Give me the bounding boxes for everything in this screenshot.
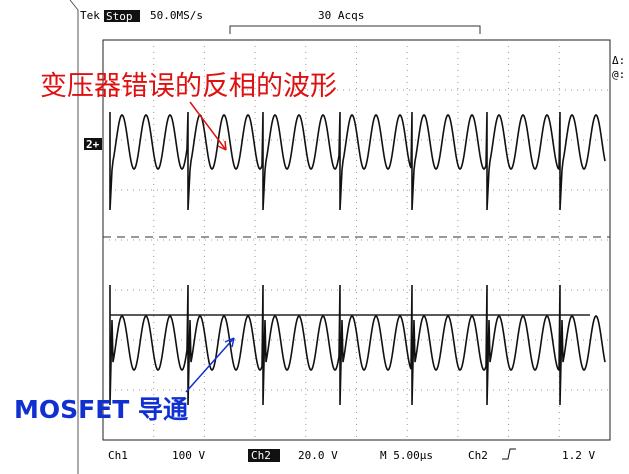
timebase: M 5.00μs — [380, 449, 433, 462]
trigger-source: Ch2 — [468, 449, 488, 462]
brand: Tek — [80, 9, 100, 22]
readout-at: @: — [612, 68, 625, 81]
ch2-label: Ch2 — [251, 449, 271, 462]
acquisitions: 30 Acqs — [318, 9, 364, 22]
status: Stop — [106, 10, 133, 23]
trigger-level: 1.2 V — [562, 449, 595, 462]
readout-delta: Δ: — [612, 54, 625, 67]
annotation-bottom: MOSFET 导通 — [14, 395, 188, 424]
ch1-scale: 100 V — [172, 449, 205, 462]
annotation-top: 变压器错误的反相的波形 — [40, 71, 337, 102]
ch1-label: Ch1 — [108, 449, 128, 462]
oscilloscope-screenshot: Tek Stop 50.0MS/s 30 Acqs Δ: @: 2+ 变压器错误… — [0, 0, 629, 474]
sample-rate: 50.0MS/s — [150, 9, 203, 22]
channel-marker: 2+ — [86, 138, 100, 151]
ch2-scale: 20.0 V — [298, 449, 338, 462]
